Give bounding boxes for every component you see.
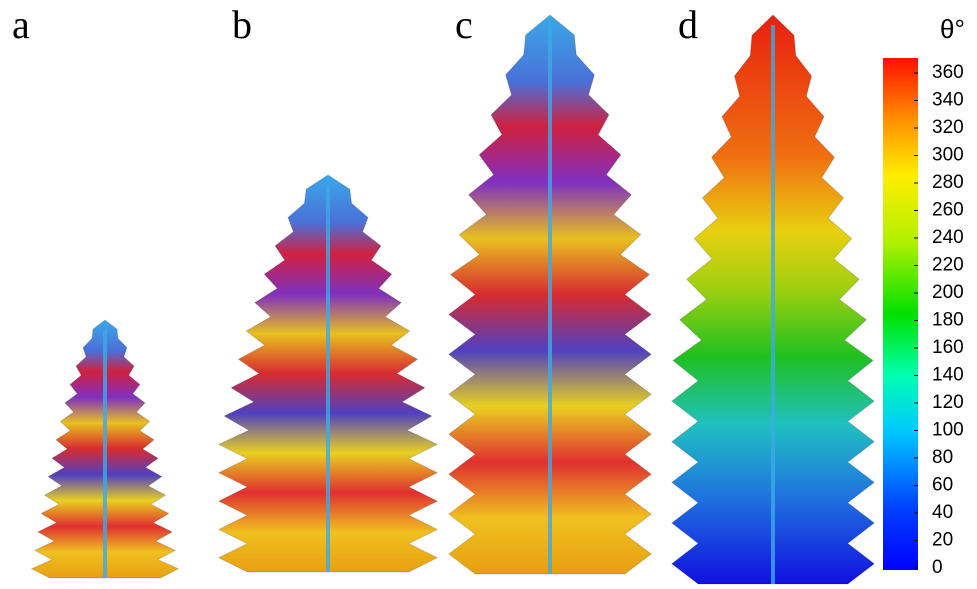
tick-label: 60 (932, 475, 953, 496)
panel-label: a (12, 2, 30, 47)
tick-label: 100 (932, 420, 964, 441)
tick-label: 300 (932, 145, 964, 166)
tick-label: 120 (932, 392, 964, 413)
panel-label: d (678, 2, 698, 47)
trees (32, 15, 875, 584)
tick-label: 180 (932, 310, 964, 331)
colorbar (883, 58, 918, 570)
tick-label: 260 (932, 200, 964, 221)
tick-label: 220 (932, 255, 964, 276)
tick-label: 0 (932, 557, 943, 578)
tick-label: 240 (932, 227, 964, 248)
tick-label: 320 (932, 117, 964, 138)
tick-label: 160 (932, 337, 964, 358)
colorbar-ticks: 0 20 40 60 80 100 120 140 160 180 200 220 240 260 280 3… (914, 62, 964, 578)
tick-label: 40 (932, 502, 953, 523)
tick-label: 20 (932, 530, 953, 551)
tick-label: 140 (932, 365, 964, 386)
panel-label: b (232, 2, 252, 47)
panel-label: c (455, 2, 473, 47)
tick-label: 200 (932, 282, 964, 303)
tick-label: 280 (932, 172, 964, 193)
tick-label: 360 (932, 62, 964, 83)
tick-label: 80 (932, 447, 953, 468)
tick-label: 340 (932, 90, 964, 111)
figure: a b c d θ° 0 20 40 60 80 100 120 140 160 180 200 22… (0, 0, 977, 589)
colorbar-label: θ° (940, 14, 965, 44)
